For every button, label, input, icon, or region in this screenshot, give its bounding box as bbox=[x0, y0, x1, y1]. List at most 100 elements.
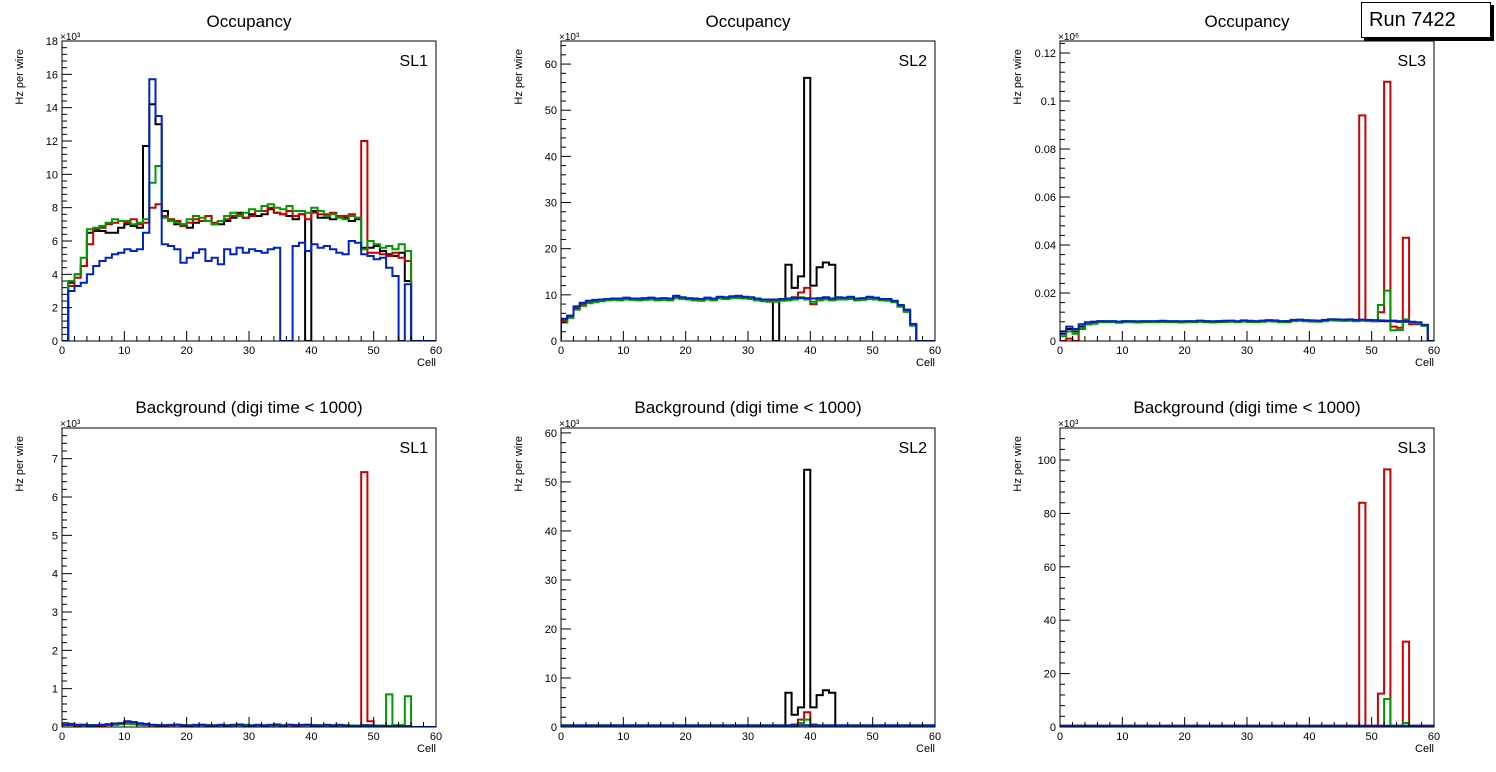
x-tick-label: 20 bbox=[1179, 731, 1191, 743]
panel-title: Occupancy bbox=[1204, 12, 1290, 31]
y-axis-label: Hz per wire bbox=[14, 436, 26, 492]
y-tick-label: 100 bbox=[1038, 455, 1056, 467]
y-tick-label: 60 bbox=[1044, 562, 1056, 574]
y-tick-label: 0 bbox=[551, 336, 557, 348]
histogram-series-group bbox=[62, 471, 436, 727]
x-tick-label: 10 bbox=[118, 731, 130, 743]
y-tick-label: 0.12 bbox=[1035, 48, 1056, 60]
x-tick-label: 30 bbox=[243, 731, 255, 743]
x-tick-label: 40 bbox=[305, 731, 317, 743]
x-tick-label: 0 bbox=[59, 731, 65, 743]
y-exponent-label: ×10³ bbox=[60, 32, 81, 43]
y-tick-label: 4 bbox=[52, 569, 58, 581]
run-label: Run 7422 bbox=[1369, 9, 1456, 31]
y-exponent-label: ×10³ bbox=[559, 32, 580, 43]
y-tick-label: 40 bbox=[545, 151, 557, 163]
superlayer-label: SL1 bbox=[400, 440, 429, 457]
y-tick-label: 20 bbox=[1044, 669, 1056, 681]
x-tick-label: 60 bbox=[1428, 345, 1440, 357]
x-tick-label: 40 bbox=[804, 345, 816, 357]
panel-3: Occupancy 0 10 20 30 40 50 60 0 0.02 0.04 0.06 0.08 0… bbox=[1012, 12, 1440, 369]
y-tick-label: 40 bbox=[545, 526, 557, 538]
superlayer-label: SL2 bbox=[899, 53, 928, 70]
y-tick-label: 5 bbox=[52, 530, 58, 542]
panel-5: Background (digi time < 1000) 0 10 20 30 40 50… bbox=[513, 398, 941, 755]
y-tick-label: 0.02 bbox=[1035, 288, 1056, 300]
x-tick-label: 50 bbox=[1366, 345, 1378, 357]
series-layer-2 bbox=[1060, 468, 1434, 727]
y-tick-label: 10 bbox=[46, 169, 58, 181]
histogram-series-group bbox=[561, 76, 935, 341]
x-tick-label: 0 bbox=[558, 731, 564, 743]
x-tick-label: 10 bbox=[118, 345, 130, 357]
x-tick-label: 40 bbox=[1303, 345, 1315, 357]
histogram-series-group bbox=[1060, 468, 1434, 727]
y-tick-label: 18 bbox=[46, 36, 58, 48]
x-tick-label: 10 bbox=[617, 345, 629, 357]
y-exponent-label: ×10³ bbox=[60, 419, 81, 430]
y-exponent-label: ×10⁶ bbox=[1058, 32, 1079, 43]
x-tick-label: 10 bbox=[1116, 731, 1128, 743]
x-tick-label: 60 bbox=[1428, 731, 1440, 743]
series-layer-2 bbox=[62, 140, 436, 341]
x-axis-label: Cell bbox=[916, 357, 935, 369]
x-tick-label: 50 bbox=[867, 731, 879, 743]
series-layer-4 bbox=[1060, 318, 1434, 341]
y-tick-label: 14 bbox=[46, 103, 58, 115]
y-axis-label: Hz per wire bbox=[1012, 49, 1024, 105]
y-tick-label: 12 bbox=[46, 136, 58, 148]
y-exponent-label: ×10³ bbox=[1058, 419, 1079, 430]
x-tick-label: 10 bbox=[1116, 345, 1128, 357]
panel-1: Occupancy 0 10 20 30 40 50 60 0 2 4 6 8 10 12 14 16 18 ×10… bbox=[14, 12, 442, 369]
y-tick-label: 2 bbox=[52, 645, 58, 657]
superlayer-label: SL2 bbox=[899, 440, 928, 457]
series-layer-4 bbox=[561, 294, 935, 341]
y-tick-label: 30 bbox=[545, 198, 557, 210]
y-tick-label: 0 bbox=[1050, 722, 1056, 734]
x-tick-label: 40 bbox=[804, 731, 816, 743]
x-axis-label: Cell bbox=[417, 743, 436, 755]
x-tick-label: 20 bbox=[680, 345, 692, 357]
y-tick-label: 3 bbox=[52, 607, 58, 619]
x-tick-label: 60 bbox=[929, 345, 941, 357]
histogram-series-group bbox=[1060, 80, 1434, 341]
y-tick-label: 50 bbox=[545, 477, 557, 489]
series-layer-1 bbox=[561, 468, 935, 727]
plot-frame bbox=[1059, 427, 1435, 728]
y-tick-label: 10 bbox=[545, 673, 557, 685]
x-tick-label: 20 bbox=[181, 731, 193, 743]
y-tick-label: 2 bbox=[52, 303, 58, 315]
x-tick-label: 10 bbox=[617, 731, 629, 743]
y-tick-label: 6 bbox=[52, 492, 58, 504]
y-tick-label: 6 bbox=[52, 236, 58, 248]
x-tick-label: 60 bbox=[430, 345, 442, 357]
y-tick-label: 4 bbox=[52, 269, 58, 281]
x-tick-label: 30 bbox=[742, 345, 754, 357]
x-axis-label: Cell bbox=[417, 357, 436, 369]
y-tick-label: 10 bbox=[545, 290, 557, 302]
histogram-series-group bbox=[62, 78, 436, 341]
y-tick-label: 0 bbox=[551, 722, 557, 734]
x-tick-label: 40 bbox=[305, 345, 317, 357]
y-axis-label: Hz per wire bbox=[1012, 436, 1024, 492]
y-tick-label: 0 bbox=[52, 722, 58, 734]
y-axis-label: Hz per wire bbox=[513, 436, 525, 492]
y-tick-label: 7 bbox=[52, 454, 58, 466]
y-tick-label: 1 bbox=[52, 684, 58, 696]
series-layer-3 bbox=[62, 165, 436, 341]
y-tick-label: 40 bbox=[1044, 615, 1056, 627]
x-axis-label: Cell bbox=[1415, 357, 1434, 369]
y-tick-label: 50 bbox=[545, 105, 557, 117]
y-tick-label: 0.04 bbox=[1035, 240, 1056, 252]
y-tick-label: 0 bbox=[1050, 336, 1056, 348]
histogram-series-group bbox=[561, 468, 935, 727]
plot-frame bbox=[61, 427, 437, 728]
plot-frame bbox=[1059, 40, 1435, 342]
y-tick-label: 20 bbox=[545, 244, 557, 256]
series-layer-1 bbox=[561, 76, 935, 341]
x-tick-label: 30 bbox=[742, 731, 754, 743]
panel-4: Background (digi time < 1000)0 10 20 30 40 50… bbox=[14, 398, 442, 755]
x-tick-label: 60 bbox=[430, 731, 442, 743]
x-tick-label: 50 bbox=[867, 345, 879, 357]
x-tick-label: 0 bbox=[1057, 731, 1063, 743]
